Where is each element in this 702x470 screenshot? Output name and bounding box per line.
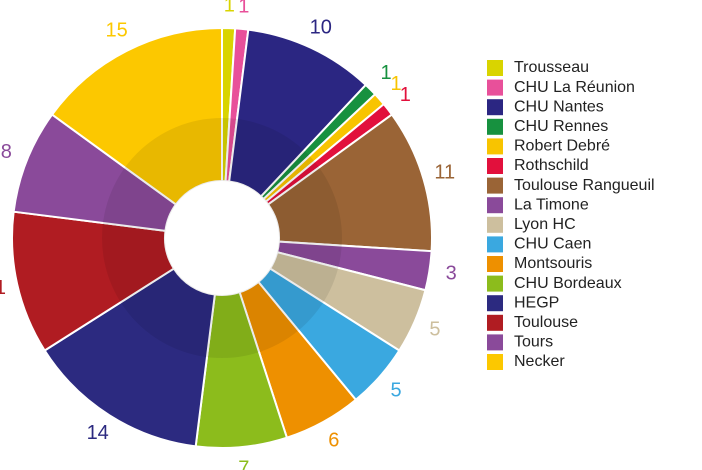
legend-label: La Timone xyxy=(514,196,589,213)
data-label: 1 xyxy=(224,0,235,16)
legend-swatch xyxy=(487,236,503,253)
data-label: 1 xyxy=(380,62,391,84)
legend-label: CHU Caen xyxy=(514,236,591,253)
data-label: 15 xyxy=(106,20,128,42)
legend-label: HEGP xyxy=(514,294,559,311)
data-label: 5 xyxy=(390,380,401,402)
legend-label: CHU Bordeaux xyxy=(514,275,622,292)
legend-swatch xyxy=(487,79,503,96)
legend-label: Necker xyxy=(514,353,565,370)
legend-swatch xyxy=(487,197,503,214)
data-label: 8 xyxy=(1,141,12,163)
legend-swatch xyxy=(487,60,503,76)
legend-label: CHU La Réunion xyxy=(514,79,635,96)
legend-swatch xyxy=(487,256,503,272)
legend-swatch xyxy=(487,138,503,155)
legend-label: Lyon HC xyxy=(514,216,576,233)
data-label: 11 xyxy=(434,162,455,184)
legend-swatch xyxy=(487,354,503,370)
legend-label: Toulouse Rangueuil xyxy=(514,177,655,194)
legend-label: Robert Debré xyxy=(514,138,610,155)
legend-swatch xyxy=(487,295,503,312)
legend-label: Tours xyxy=(514,334,553,351)
data-label: 3 xyxy=(446,263,457,285)
legend-label: CHU Nantes xyxy=(514,98,604,115)
legend-swatch xyxy=(487,99,503,116)
legend-swatch xyxy=(487,158,503,174)
legend-label: Trousseau xyxy=(514,59,589,76)
data-label: 10 xyxy=(310,16,332,38)
data-label: 6 xyxy=(328,430,339,452)
legend-swatch xyxy=(487,216,503,233)
data-label: 5 xyxy=(429,318,440,340)
data-label: 11 xyxy=(0,277,6,299)
legend-swatch xyxy=(487,275,503,292)
legend-swatch xyxy=(487,177,503,194)
slice xyxy=(43,267,216,448)
hole xyxy=(165,181,279,295)
data-label: 1 xyxy=(390,73,401,95)
data-label: 1 xyxy=(400,84,411,106)
legend-swatch xyxy=(487,314,503,331)
legend-label: Toulouse xyxy=(514,314,578,331)
data-label: 7 xyxy=(238,457,249,470)
legend-label: CHU Rennes xyxy=(514,118,608,135)
legend-label: Montsouris xyxy=(514,255,592,272)
legend-swatch xyxy=(487,118,503,135)
legend-swatch xyxy=(487,334,503,351)
data-label: 1 xyxy=(238,0,249,17)
legend-label: Rothschild xyxy=(514,157,589,174)
data-label: 14 xyxy=(87,422,109,444)
